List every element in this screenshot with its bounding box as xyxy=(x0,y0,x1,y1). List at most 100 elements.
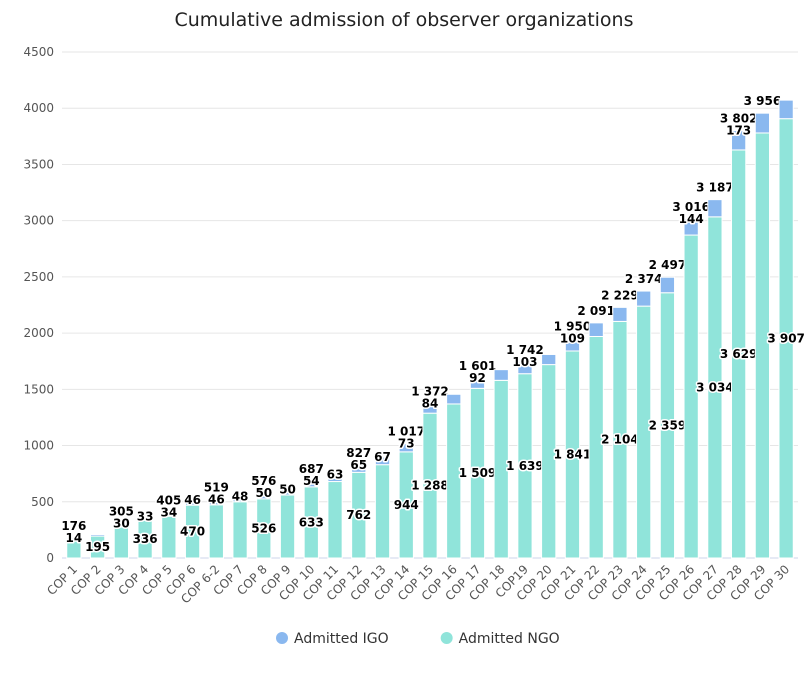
bar-segment xyxy=(208,499,224,506)
total-label: 2 374 xyxy=(625,272,663,286)
data-label: 103 xyxy=(512,355,537,369)
total-label: 3 802 xyxy=(720,111,758,125)
y-tick-label: 2500 xyxy=(23,270,54,284)
data-label: 46 xyxy=(208,493,225,507)
bar-segment xyxy=(683,218,699,236)
bar-segment xyxy=(754,112,771,134)
data-label: 633 xyxy=(299,515,324,529)
legend-marker xyxy=(440,632,453,644)
data-label: 173 xyxy=(726,123,751,137)
data-label: 3 034 xyxy=(696,380,734,394)
bar-segment xyxy=(731,129,747,151)
data-label: 944 xyxy=(394,498,419,512)
bar-segment xyxy=(113,526,129,559)
bar-segment xyxy=(161,515,177,559)
bar-segment xyxy=(208,504,224,559)
data-label: 3 907 xyxy=(767,331,805,345)
bar-segment xyxy=(374,464,391,559)
bar-segment xyxy=(161,511,177,517)
legend-label: Admitted IGO xyxy=(294,631,389,647)
total-label: 519 xyxy=(204,481,229,495)
bar-segment xyxy=(778,99,794,120)
bar-segment xyxy=(612,306,628,322)
data-label: 762 xyxy=(346,508,371,522)
data-label: 195 xyxy=(85,540,110,554)
y-tick-label: 3000 xyxy=(23,214,54,228)
y-tick-label: 500 xyxy=(31,495,54,509)
data-label: 470 xyxy=(180,525,205,539)
data-label: 33 xyxy=(137,510,154,524)
y-tick-label: 4500 xyxy=(23,45,54,59)
bar-segment xyxy=(493,369,509,381)
total-label: 1 017 xyxy=(387,425,425,439)
bar-segment xyxy=(683,234,699,559)
bar-segment xyxy=(469,377,486,389)
bar-segment xyxy=(256,492,272,500)
bar-segment xyxy=(446,393,462,405)
bar-segment xyxy=(541,353,557,366)
chart-title: Cumulative admission of observer organiz… xyxy=(174,9,633,31)
data-label: 50 xyxy=(255,486,272,500)
legend-item[interactable]: Admitted IGO xyxy=(276,631,389,647)
data-label: 14 xyxy=(66,531,83,545)
bar-segment xyxy=(137,516,153,521)
y-tick-label: 0 xyxy=(46,551,54,565)
bar-segment xyxy=(446,403,462,559)
total-label: 2 091 xyxy=(577,304,615,318)
legend-item[interactable]: Admitted NGO xyxy=(440,631,560,647)
bar-segment xyxy=(89,533,106,537)
bar-segment xyxy=(66,537,82,541)
data-label: 526 xyxy=(251,521,276,535)
data-label: 144 xyxy=(679,212,704,226)
data-label: 34 xyxy=(160,505,177,519)
y-tick-label: 1500 xyxy=(23,382,54,396)
bar-segment xyxy=(327,481,343,559)
y-tick-label: 3500 xyxy=(23,157,54,171)
data-label: 73 xyxy=(398,437,415,451)
total-label: 1 950 xyxy=(554,320,592,334)
bar-segment xyxy=(659,276,676,294)
data-label: 2 359 xyxy=(649,418,687,432)
data-label: 65 xyxy=(350,458,367,472)
data-label: 1 841 xyxy=(554,447,592,461)
data-label: 1 509 xyxy=(459,466,497,480)
bar-segment xyxy=(588,335,604,559)
y-tick-label: 4000 xyxy=(23,101,54,115)
bar-segment xyxy=(232,495,248,503)
bar-segment xyxy=(374,456,391,466)
data-label: 3 629 xyxy=(720,347,758,361)
total-label: 1 601 xyxy=(459,359,497,373)
bar-segment xyxy=(636,290,652,307)
data-label: 336 xyxy=(133,532,158,546)
bar-segment xyxy=(398,443,414,453)
data-label: 92 xyxy=(469,371,486,385)
legend-marker xyxy=(276,632,288,644)
total-label: 827 xyxy=(346,446,371,460)
total-label: 2 497 xyxy=(649,258,687,272)
data-label: 63 xyxy=(327,467,344,481)
legend-label: Admitted NGO xyxy=(459,631,560,647)
total-label: 1 372 xyxy=(411,385,449,399)
total-label: 687 xyxy=(299,462,324,476)
data-label: 2 104 xyxy=(601,433,639,447)
data-label: 1 639 xyxy=(506,459,544,473)
bar-segment xyxy=(707,199,723,218)
total-label: 1 742 xyxy=(506,343,544,357)
bar-segment xyxy=(279,488,296,496)
data-label: 30 xyxy=(113,517,130,531)
total-label: 3 187 xyxy=(696,181,734,195)
bar-segment xyxy=(232,501,248,559)
data-label: 54 xyxy=(303,474,320,488)
bar-segment xyxy=(184,499,201,506)
bar-segment xyxy=(351,464,367,473)
total-label: 576 xyxy=(251,474,276,488)
total-label: 176 xyxy=(61,519,86,533)
data-label: 46 xyxy=(184,493,201,507)
total-label: 3 016 xyxy=(672,200,710,214)
bar-segment xyxy=(754,132,771,559)
data-label: 48 xyxy=(232,489,249,503)
total-label: 2 229 xyxy=(601,288,639,302)
bar-segment xyxy=(564,338,581,352)
bar-segment xyxy=(588,322,604,337)
